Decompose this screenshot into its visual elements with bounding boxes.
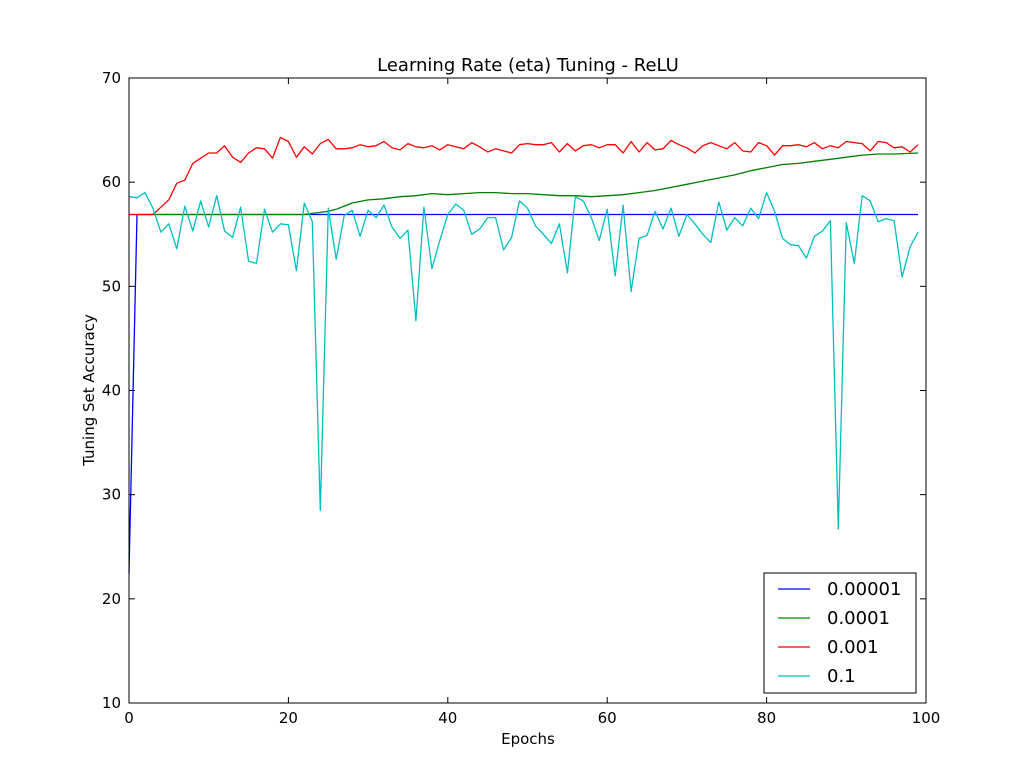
series-lines <box>128 136 919 573</box>
y-tick-label: 60 <box>102 173 121 191</box>
x-tick-label: 0 <box>124 709 134 727</box>
y-tick-label: 50 <box>102 277 121 295</box>
legend-label-0: 0.00001 <box>827 579 901 600</box>
y-tick-label: 40 <box>102 382 121 400</box>
x-tick-label: 60 <box>598 709 617 727</box>
y-tick-label: 30 <box>102 486 121 504</box>
x-axis: 0 20 40 60 80 100 <box>124 78 940 727</box>
y-tick-label: 10 <box>102 694 121 712</box>
x-tick-label: 100 <box>912 709 941 727</box>
chart-title: Learning Rate (eta) Tuning - ReLU <box>377 55 679 76</box>
x-tick-label: 80 <box>757 709 776 727</box>
legend: 0.00001 0.0001 0.001 0.1 <box>763 572 917 694</box>
series-line-1 <box>129 152 919 216</box>
legend-label-2: 0.001 <box>827 637 879 658</box>
x-tick-label: 20 <box>279 709 298 727</box>
y-axis: 10 20 30 40 50 60 70 <box>102 69 926 712</box>
y-tick-label: 20 <box>102 590 121 608</box>
series-line-3 <box>128 191 919 530</box>
legend-box <box>763 572 917 694</box>
x-tick-label: 40 <box>438 709 457 727</box>
x-axis-label: Epochs <box>501 730 555 748</box>
legend-label-1: 0.0001 <box>827 608 890 629</box>
y-axis-label: Tuning Set Accuracy <box>80 314 98 467</box>
y-tick-label: 70 <box>102 69 121 87</box>
series-line-2 <box>129 136 919 216</box>
legend-label-3: 0.1 <box>827 666 856 687</box>
